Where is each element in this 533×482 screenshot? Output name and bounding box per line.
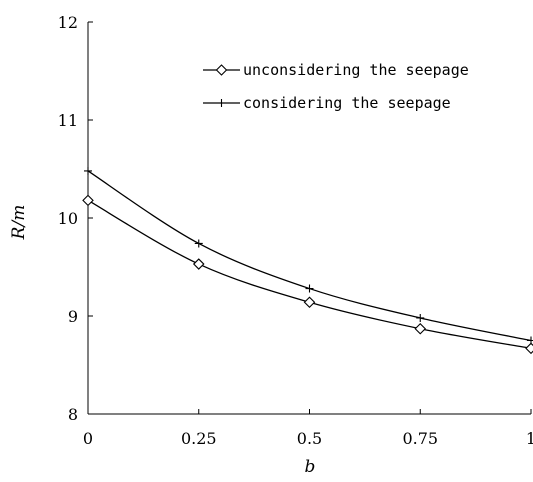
axes — [87, 22, 531, 415]
series-line — [87, 199, 532, 349]
x-tick-label: 1 — [526, 429, 533, 448]
plus-marker — [527, 336, 533, 345]
diamond-marker — [525, 342, 533, 355]
plus-marker — [84, 166, 92, 175]
x-tick-label: 0.25 — [181, 429, 217, 448]
series-line — [87, 170, 532, 342]
ticks: 8 9 10 11 12 0 0.25 0.5 0.75 1 — [58, 13, 533, 448]
y-tick-label: 10 — [58, 209, 78, 228]
legend-label: unconsidering the seepage — [243, 61, 469, 79]
y-tick-label: 9 — [68, 307, 78, 326]
series-1 — [82, 194, 533, 355]
y-axis-title: R/m — [9, 205, 29, 241]
legend-item: unconsidering the seepage — [203, 61, 469, 79]
diamond-marker — [82, 194, 94, 207]
diamond-marker — [192, 258, 205, 270]
plus-marker — [194, 239, 203, 248]
plus-marker — [305, 284, 314, 293]
plus-marker — [416, 313, 425, 322]
legend-label: considering the seepage — [243, 94, 451, 112]
x-tick-label: 0 — [83, 429, 93, 448]
legend-item: considering the seepage — [203, 94, 451, 112]
diamond-marker — [414, 322, 427, 335]
legend-diamond-marker — [215, 64, 228, 76]
y-tick-label: 11 — [58, 111, 78, 130]
legend: unconsidering the seepage considering the… — [203, 61, 469, 112]
y-tick-label: 8 — [68, 405, 78, 424]
diamond-marker — [303, 296, 316, 309]
x-tick-label: 0.75 — [402, 429, 438, 448]
y-tick-label: 12 — [58, 13, 78, 32]
legend-plus-marker — [217, 99, 226, 107]
x-axis-title: b — [305, 457, 316, 477]
series-layer — [82, 166, 533, 355]
x-tick-label: 0.5 — [297, 429, 322, 448]
series-2 — [84, 166, 533, 345]
